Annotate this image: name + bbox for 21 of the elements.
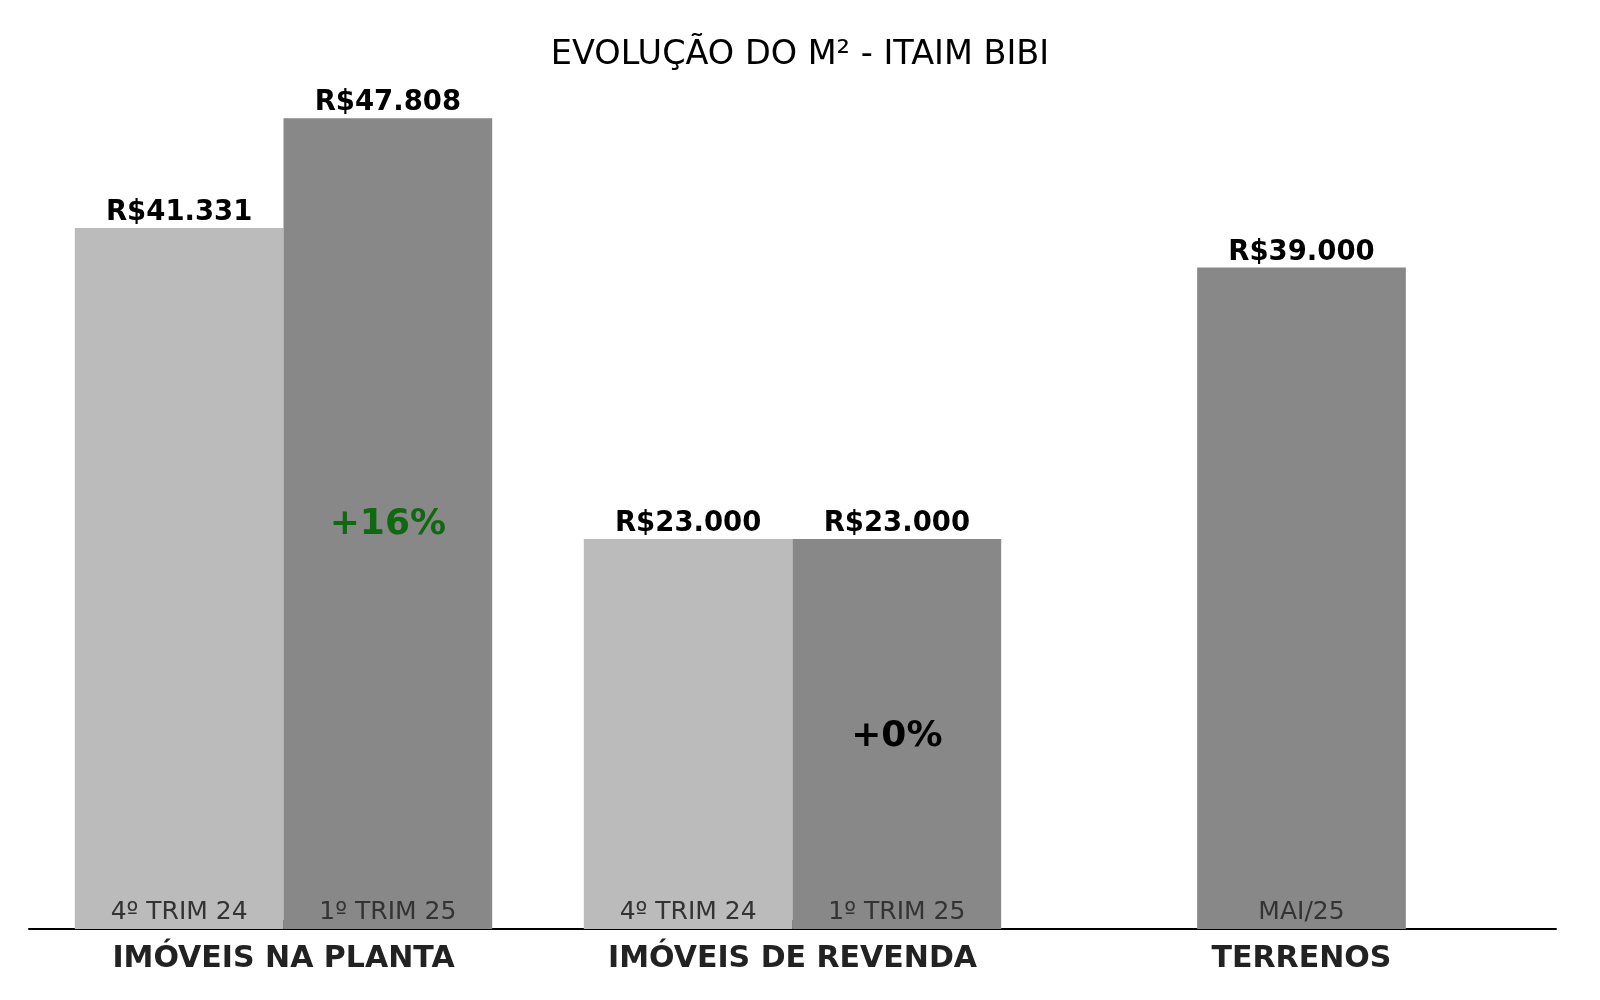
text: 4º TRIM 24 <box>619 896 757 925</box>
x-tick-label: IMÓVEIS NA PLANTA <box>112 937 456 974</box>
bar <box>792 538 1002 929</box>
text: 1º TRIM 25 <box>828 896 966 925</box>
annotation: +16% <box>329 501 447 543</box>
series-label: 4º TRIM 24 <box>110 896 248 925</box>
series-label: 1º TRIM 25 <box>319 896 457 925</box>
data-label: R$47.808 <box>314 84 462 117</box>
data-label: R$23.000 <box>823 504 971 537</box>
series-label: MAI/25 <box>1258 896 1345 925</box>
bar <box>583 538 793 929</box>
annotation: +0% <box>851 713 943 755</box>
data-label: R$39.000 <box>1228 233 1375 266</box>
data-label: R$41.331 <box>105 194 253 227</box>
bar <box>283 118 493 929</box>
chart-title: EVOLUÇÃO DO M² - ITAIM BIBI <box>550 32 1050 72</box>
x-tick-label: TERRENOS <box>1211 938 1392 974</box>
bar <box>74 228 284 929</box>
bar <box>1197 267 1406 929</box>
data-label: R$23.000 <box>614 504 762 537</box>
x-tick-label: IMÓVEIS DE REVENDA <box>607 937 978 974</box>
